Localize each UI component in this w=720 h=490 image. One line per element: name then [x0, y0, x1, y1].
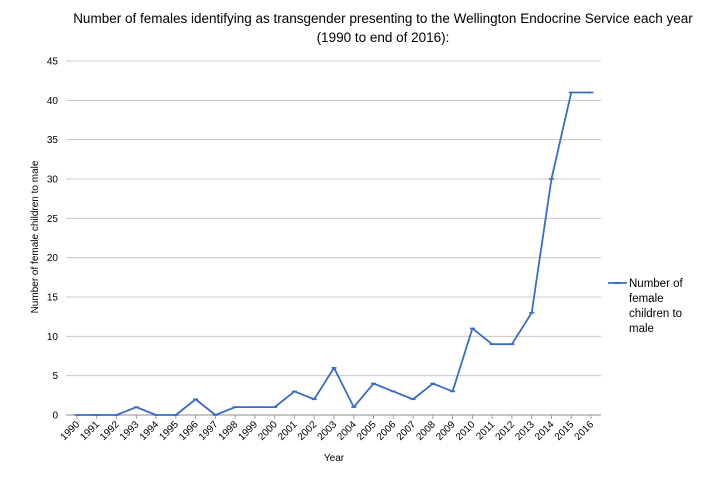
- legend-label-line: male: [629, 323, 654, 335]
- y-axis-tick-labels: 0 5 10 15 20 25 30 35 40 45: [47, 57, 59, 422]
- x-tick-label: 2011: [474, 419, 497, 442]
- x-tick-label: 1999: [237, 419, 261, 443]
- x-tick-label: 1990: [59, 419, 83, 443]
- x-tick-label: 1994: [138, 419, 162, 443]
- x-tick-label: 1998: [217, 419, 241, 443]
- x-tick-label: 1993: [118, 419, 142, 443]
- y-tick-label: 40: [47, 96, 59, 107]
- chart-title-line-1: Number of females identifying as transge…: [73, 11, 693, 26]
- y-tick-label: 30: [47, 175, 59, 186]
- y-tick-label: 10: [47, 332, 59, 343]
- x-tick-label: 2002: [296, 419, 320, 443]
- x-tick-label: 2015: [553, 419, 577, 443]
- x-tick-label: 2000: [256, 419, 280, 443]
- y-tick-label: 20: [47, 253, 59, 264]
- x-tick-label: 1992: [98, 419, 122, 443]
- legend-label-line: children to: [629, 308, 682, 320]
- x-tick-label: 1996: [177, 419, 201, 443]
- x-tick-label: 1991: [78, 419, 102, 443]
- y-tick-label: 45: [47, 57, 59, 68]
- x-tick-label: 2012: [494, 419, 518, 443]
- y-tick-label: 5: [52, 371, 58, 382]
- x-tick-label: 2005: [355, 419, 379, 443]
- legend: Number of female children to male: [608, 278, 683, 335]
- gridlines: [66, 60, 601, 377]
- y-tick-label: 0: [52, 411, 58, 422]
- x-tick-label: 1997: [197, 419, 221, 443]
- legend-label-line: Number of: [629, 278, 683, 290]
- x-tick-label: 2008: [414, 419, 438, 443]
- x-axis-label: Year: [324, 453, 345, 464]
- x-tick-label: 2001: [276, 419, 300, 443]
- chart-title: Number of females identifying as transge…: [73, 11, 693, 45]
- x-tick-label: 2009: [434, 419, 458, 443]
- x-tick-label: 2010: [454, 419, 478, 443]
- x-tick-label: 2007: [395, 419, 419, 443]
- y-tick-label: 35: [47, 135, 59, 146]
- x-tick-label: 2006: [375, 419, 399, 443]
- chart-title-line-2: (1990 to end of 2016):: [317, 30, 450, 45]
- x-tick-label: 2004: [335, 419, 359, 443]
- x-tick-label: 1995: [157, 419, 181, 443]
- x-tick-label: 2003: [316, 419, 340, 443]
- x-tick-label: 2013: [513, 419, 537, 443]
- series-line: [77, 91, 591, 416]
- y-tick-label: 15: [47, 293, 59, 304]
- legend-label-line: female: [629, 293, 664, 305]
- x-axis-tick-labels: 1990199119921993199419951996199719981999…: [59, 415, 597, 443]
- x-tick-label: 2014: [533, 419, 557, 443]
- x-tick-label: 2016: [573, 419, 597, 443]
- y-tick-label: 25: [47, 214, 59, 225]
- series-group: [74, 91, 594, 416]
- y-axis-label: Number of female children to male: [30, 160, 41, 313]
